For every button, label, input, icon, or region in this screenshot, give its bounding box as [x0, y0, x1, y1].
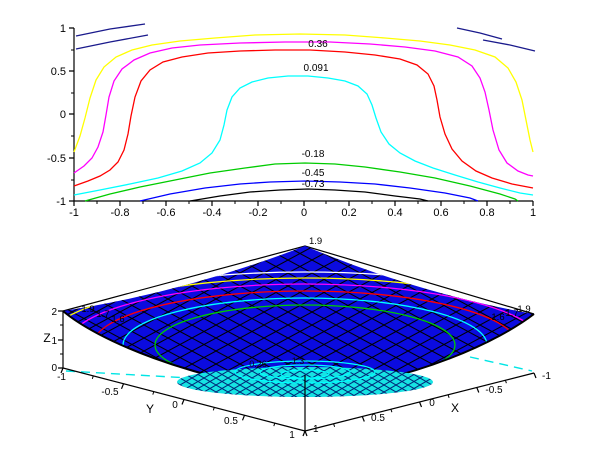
x-tick-label: -1 — [69, 207, 79, 219]
ring-yellow — [63, 277, 534, 393]
y-axis-minor-ticks — [71, 49, 74, 181]
apex-level-label: 1.9 — [309, 236, 322, 247]
contour-line-navy — [75, 23, 146, 37]
x-tick-label: -0.2 — [249, 207, 268, 219]
y-tick-label: 1 — [60, 23, 66, 35]
surface-mesh — [63, 246, 534, 393]
y-tick-label: 0.5 — [51, 66, 66, 78]
inner-level-label: 0.26 — [249, 359, 267, 369]
x-tick-label: -0.8 — [111, 207, 130, 219]
z-tick-label: 1 — [51, 336, 57, 347]
contour-line-magenta — [73, 41, 534, 177]
x-axis-3d-minor-ticks — [333, 380, 507, 427]
contour-curves — [73, 23, 536, 202]
right-level-label: 1.9 — [517, 304, 530, 315]
contour-line-black — [189, 188, 429, 202]
inner-level-label: 1.3 — [292, 356, 305, 366]
contour-line-green — [84, 162, 519, 202]
z-tick-label: 2 — [51, 307, 57, 318]
z-axis-minor-ticks — [60, 324, 63, 355]
x-axis-minor-ticks — [96, 201, 511, 204]
contour-line-navy — [482, 39, 536, 52]
y-tick-label-3d: 1 — [289, 430, 295, 441]
z-axis-name: Z — [43, 331, 50, 345]
x-tick-label: -0.4 — [203, 207, 222, 219]
x-tick-label-3d: 0 — [429, 398, 435, 409]
surface-plot: 2 1 0 -1 Z -0.5 0 0.5 1 Y -1 -0.5 0 0.5 … — [43, 236, 551, 441]
y-axis-3d-minor-ticks — [91, 375, 276, 427]
x-tick-label: 0.4 — [387, 207, 402, 219]
y-tick-label-3d: 0.5 — [224, 416, 238, 427]
left-level-label: 1.6 — [111, 314, 124, 325]
right-level-label: 1.6 — [491, 312, 504, 323]
z-tick-label: 0 — [51, 363, 57, 374]
contour-line-red — [73, 49, 534, 189]
ring-white — [63, 271, 534, 393]
contour-level-label: -0.73 — [302, 179, 325, 190]
y-axis-name: Y — [146, 402, 154, 416]
contour-line-navy — [75, 34, 149, 50]
y-tick-label: 0 — [60, 109, 66, 121]
contour-level-label: 0.091 — [303, 63, 328, 74]
dashed-cyan-line-right — [469, 356, 533, 372]
contour-line-blue — [139, 180, 479, 202]
x-tick-label: 0.2 — [341, 207, 356, 219]
x-axis-major-ticks — [73, 201, 534, 206]
contour-line-navy — [456, 27, 503, 40]
x-tick-label: 0 — [301, 207, 307, 219]
x-tick-label: 0.8 — [479, 207, 494, 219]
x-tick-label: 1 — [530, 207, 536, 219]
contour-line-yellow — [73, 33, 534, 153]
z-corner-label: -1 — [57, 372, 66, 383]
y-tick-label: -0.5 — [47, 153, 66, 165]
x-tick-label-3d: 0.5 — [371, 413, 385, 424]
z-axis-major-ticks — [58, 310, 63, 369]
x-axis-name: X — [451, 401, 459, 415]
contour-line-cyan — [73, 75, 534, 196]
y-tick-label-3d: -0.5 — [101, 387, 119, 398]
x-axis-3d-major-ticks — [304, 372, 537, 437]
y-axis-3d-major-ticks — [60, 367, 306, 437]
x-tick-label-3d: -0.5 — [485, 385, 503, 396]
y-axis-major-ticks — [69, 27, 74, 202]
contour-level-label: -0.18 — [302, 149, 325, 160]
y-tick-label: -1 — [56, 196, 66, 208]
left-level-label: 1.7 — [96, 309, 109, 320]
left-level-label: 1.9 — [81, 304, 94, 315]
y-tick-label-3d: 0 — [172, 400, 178, 411]
contour-level-label: -0.45 — [302, 168, 325, 179]
x-tick-label-3d: -1 — [542, 371, 551, 382]
x-tick-label: 0.6 — [433, 207, 448, 219]
contour-plot: 1 0.5 0 -0.5 -1 -1 -0.8 -0.6 -0.4 -0.2 0… — [47, 23, 536, 219]
contour-level-label: 0.36 — [308, 39, 328, 50]
x-tick-label: -0.6 — [157, 207, 176, 219]
right-level-label: 1.7 — [505, 308, 518, 319]
x-tick-label-3d: 1 — [313, 424, 319, 435]
